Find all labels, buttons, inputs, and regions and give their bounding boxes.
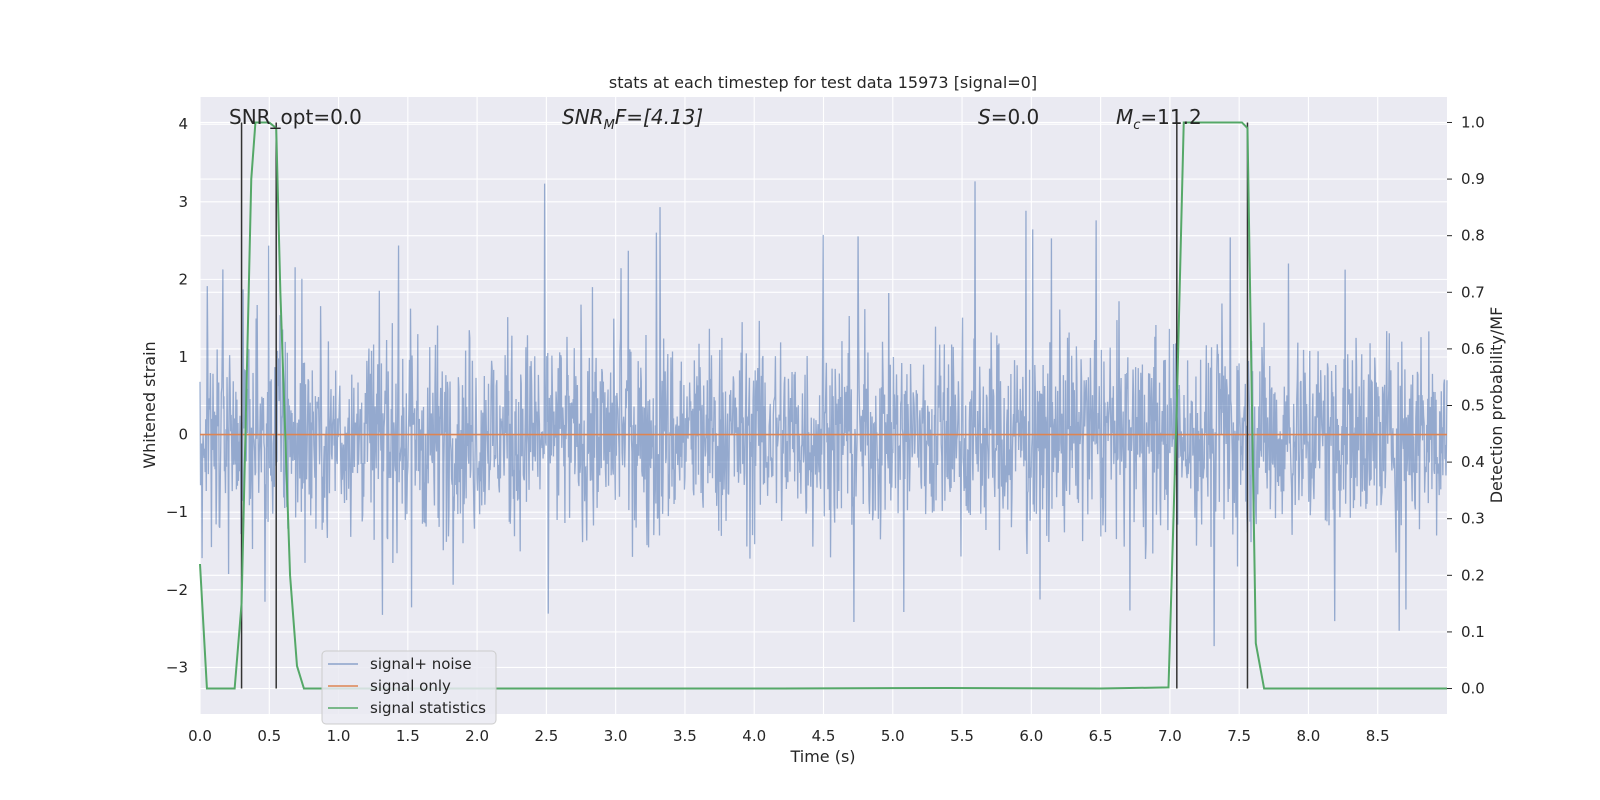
x-tick-label: 1.0 <box>327 727 351 745</box>
legend-label-signal-only: signal only <box>370 677 451 695</box>
y2-tick-label: 1.0 <box>1461 113 1485 131</box>
y-tick-label: 3 <box>178 193 188 211</box>
x-axis-ticks: 0.0 0.5 1.0 1.5 2.0 2.5 3.0 3.5 4.0 4.5 5.0 5.5 6.0 6… <box>188 727 1390 745</box>
annotation-snr-mf-rest: F=[4.13] <box>615 105 703 129</box>
y-tick-label: 4 <box>178 115 188 133</box>
legend-label-signal-plus-noise: signal+ noise <box>370 655 472 673</box>
y2-axis-ticks: 1.0 0.9 0.8 0.7 0.6 0.5 0.4 0.3 0.2 0.1 0.0 <box>1447 113 1485 698</box>
legend-box <box>321 650 497 725</box>
y-tick-label: −3 <box>166 658 188 676</box>
annotation-snr-mf-base: SNR <box>562 105 604 129</box>
annotation-mc-rest: =11.2 <box>1140 105 1201 129</box>
x-tick-label: 7.0 <box>1158 727 1182 745</box>
y2-tick-label: 0.0 <box>1461 680 1485 698</box>
x-tick-label: 6.0 <box>1019 727 1043 745</box>
y-tick-label: 1 <box>178 348 188 366</box>
annotation-snr-mf: SNRMF=[4.13] <box>562 105 703 133</box>
y2-tick-label: 0.9 <box>1461 170 1485 188</box>
annotations: SNR_opt=0.0 SNRMF=[4.13] S=0.0 Mc=11.2 <box>229 105 1202 133</box>
x-tick-label: 3.5 <box>673 727 697 745</box>
annotation-s-base: S <box>978 105 991 129</box>
annotation-mc-sub: c <box>1133 118 1140 133</box>
y-tick-label: −2 <box>166 581 188 599</box>
y2-tick-label: 0.1 <box>1461 623 1485 641</box>
x-axis-label: Time (s) <box>789 747 855 766</box>
annotation-mc: Mc=11.2 <box>1116 105 1202 133</box>
x-tick-label: 8.5 <box>1366 727 1390 745</box>
y2-tick-label: 0.3 <box>1461 510 1485 528</box>
series-signal-statistics <box>199 121 1447 690</box>
y2-tick-label: 0.8 <box>1461 227 1485 245</box>
series-signal-plus-noise <box>199 181 1448 647</box>
x-tick-label: 1.5 <box>396 727 420 745</box>
y2-axis-label: Detection probability/MF <box>1487 307 1506 504</box>
y2-tick-label: 0.2 <box>1461 566 1485 584</box>
legend-label-signal-statistics: signal statistics <box>370 699 486 717</box>
x-tick-label: 4.5 <box>812 727 836 745</box>
y-axis-ticks: 4 3 2 1 0 −1 −2 −3 <box>166 115 188 676</box>
y-tick-label: 0 <box>178 426 188 444</box>
y-axis-label: Whitened strain <box>140 341 159 468</box>
x-tick-label: 3.0 <box>604 727 628 745</box>
annotation-snr-mf-sub: M <box>604 118 615 133</box>
y2-tick-label: 0.7 <box>1461 283 1485 301</box>
annotation-s-rest: =0.0 <box>991 105 1040 129</box>
x-tick-label: 4.0 <box>742 727 766 745</box>
y-tick-label: 2 <box>178 270 188 288</box>
y2-tick-label: 0.6 <box>1461 340 1485 358</box>
plot-area <box>199 97 1448 714</box>
x-tick-label: 7.5 <box>1227 727 1251 745</box>
annotation-mc-base: M <box>1116 105 1133 129</box>
x-tick-label: 5.0 <box>881 727 905 745</box>
x-tick-label: 2.5 <box>534 727 558 745</box>
annotation-s: S=0.0 <box>978 105 1039 129</box>
signal-statistics-line <box>199 121 1447 690</box>
x-tick-label: 0.5 <box>257 727 281 745</box>
y2-tick-label: 0.5 <box>1461 397 1485 415</box>
x-tick-label: 0.0 <box>188 727 212 745</box>
y-tick-label: −1 <box>166 503 188 521</box>
x-tick-label: 2.0 <box>465 727 489 745</box>
chart-title: stats at each timestep for test data 159… <box>609 73 1037 92</box>
annotation-snr-opt: SNR_opt=0.0 <box>229 105 362 129</box>
x-tick-label: 6.5 <box>1089 727 1113 745</box>
x-tick-label: 8.0 <box>1297 727 1321 745</box>
y2-tick-label: 0.4 <box>1461 453 1485 471</box>
signal-plus-noise-line <box>199 181 1448 647</box>
x-tick-label: 5.5 <box>950 727 974 745</box>
legend: signal+ noise signal only signal statist… <box>321 650 497 725</box>
